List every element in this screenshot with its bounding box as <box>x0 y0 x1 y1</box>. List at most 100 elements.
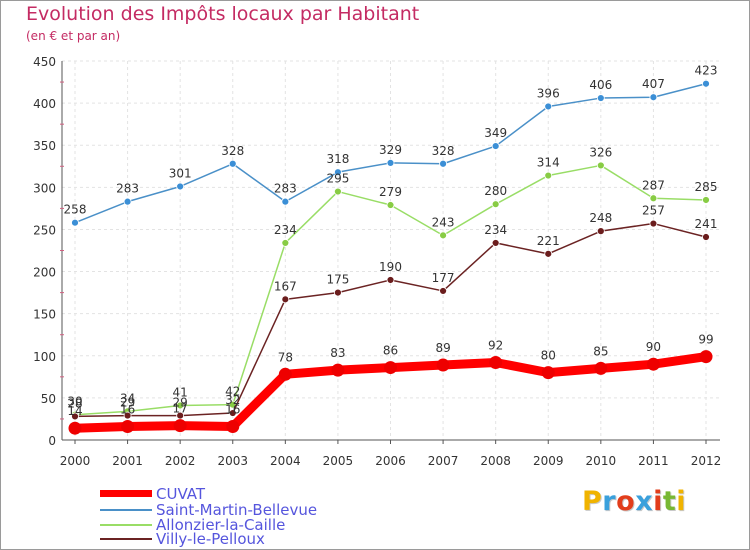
data-label: 89 <box>435 341 450 355</box>
data-point <box>439 287 447 295</box>
data-label: 16 <box>120 403 135 417</box>
data-point <box>173 419 187 433</box>
data-point <box>649 219 658 228</box>
data-label: 90 <box>646 340 661 354</box>
data-label: 41 <box>173 385 188 399</box>
data-label: 42 <box>225 385 240 399</box>
data-point <box>121 420 135 434</box>
data-label: 234 <box>484 223 507 237</box>
y-tick-label: 100 <box>33 350 56 364</box>
data-point <box>439 159 447 168</box>
y-tick-label: 50 <box>41 392 56 406</box>
data-label: 279 <box>379 185 402 199</box>
logo-letter: o <box>616 486 636 517</box>
data-point <box>649 93 658 102</box>
data-label: 177 <box>432 271 455 285</box>
data-point <box>176 411 185 420</box>
data-label: 190 <box>379 260 402 274</box>
data-point <box>491 142 500 150</box>
logo-letter: i <box>653 486 663 517</box>
data-label: 167 <box>274 279 297 293</box>
data-point <box>123 411 132 420</box>
data-point <box>281 197 290 206</box>
data-point <box>386 201 395 209</box>
data-point <box>176 401 185 410</box>
data-label: 257 <box>642 204 665 218</box>
chart-title: Evolution des Impôts locaux par Habitant <box>26 3 420 25</box>
legend-label: Saint-Martin-Bellevue <box>156 501 318 519</box>
data-point <box>439 231 447 240</box>
data-label: 301 <box>169 166 192 180</box>
data-label: 234 <box>274 223 297 237</box>
data-point <box>646 357 660 371</box>
y-tick-label: 300 <box>33 181 56 195</box>
data-point <box>649 194 658 203</box>
data-point <box>544 249 553 258</box>
data-label: 285 <box>695 180 718 194</box>
data-point <box>334 168 342 177</box>
data-point <box>334 288 342 297</box>
data-label: 243 <box>432 215 455 229</box>
data-label: 29 <box>173 396 188 410</box>
data-label: 328 <box>221 144 244 158</box>
data-label: 30 <box>67 395 82 409</box>
data-label: 295 <box>326 172 349 186</box>
data-label: 28 <box>67 396 82 410</box>
logo-letter: x <box>635 486 654 517</box>
data-label: 34 <box>120 391 135 405</box>
data-point <box>334 187 342 196</box>
data-point <box>702 196 710 204</box>
x-tick-label: 2008 <box>480 454 511 468</box>
legend-label: Allonzier-la-Caille <box>156 516 286 534</box>
x-tick-label: 2010 <box>586 454 617 468</box>
legend-swatch <box>100 490 152 497</box>
data-label: 80 <box>541 349 556 363</box>
logo-letter: r <box>602 486 617 517</box>
data-point <box>278 367 292 381</box>
data-label: 407 <box>642 77 665 91</box>
logo-letter: t <box>662 486 677 517</box>
data-point <box>594 361 608 375</box>
data-label: 406 <box>589 78 612 92</box>
data-label: 423 <box>695 64 718 78</box>
data-point <box>176 182 185 191</box>
y-tick-label: 350 <box>33 139 56 153</box>
data-point <box>491 200 500 209</box>
x-tick-label: 2011 <box>638 454 669 468</box>
x-tick-label: 2002 <box>165 454 196 468</box>
data-point <box>491 239 500 247</box>
data-label: 248 <box>589 211 612 225</box>
proxiti-logo: Proxiti <box>582 486 686 517</box>
data-label: 29 <box>120 396 135 410</box>
data-point <box>436 358 450 372</box>
data-label: 283 <box>116 182 139 196</box>
y-tick-label: 250 <box>33 223 56 237</box>
x-tick-label: 2001 <box>112 454 143 468</box>
data-label: 329 <box>379 143 402 157</box>
data-label: 16 <box>225 403 240 417</box>
data-point <box>386 159 395 167</box>
data-point <box>384 361 397 375</box>
data-label: 349 <box>484 126 507 140</box>
logo-letter: i <box>676 486 687 517</box>
legend-label: Villy-le-Pelloux <box>156 530 265 548</box>
data-point <box>489 356 503 370</box>
logo-letter: P <box>582 486 603 517</box>
data-label: 99 <box>698 333 713 347</box>
x-tick-label: 2005 <box>323 454 354 468</box>
data-label: 83 <box>330 346 345 360</box>
data-point <box>281 239 290 247</box>
data-label: 14 <box>67 404 82 418</box>
data-label: 287 <box>642 178 665 192</box>
y-tick-label: 0 <box>48 434 56 448</box>
data-point <box>228 409 237 417</box>
data-label: 92 <box>488 339 503 353</box>
data-point <box>68 421 82 435</box>
data-point <box>596 227 605 236</box>
data-label: 258 <box>64 203 87 217</box>
y-tick-label: 400 <box>33 97 56 111</box>
data-point <box>702 79 710 88</box>
data-label: 280 <box>484 184 507 198</box>
